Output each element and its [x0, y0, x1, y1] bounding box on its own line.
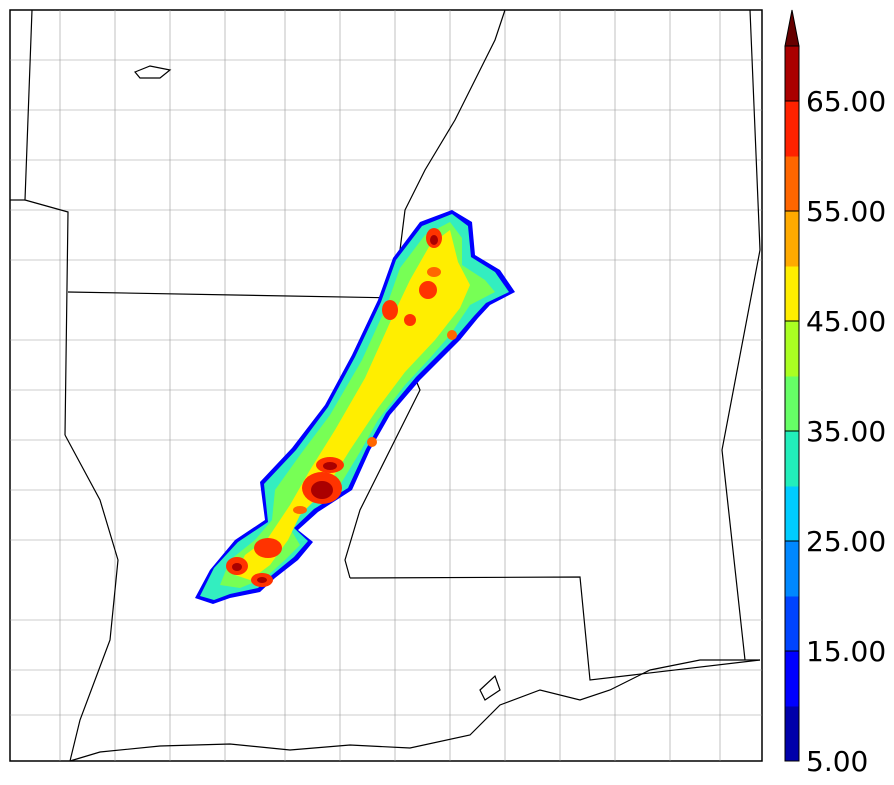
colorbar-tick-label: 15.00: [806, 635, 886, 668]
precip-swath: [195, 210, 515, 604]
colorbar-segment: [785, 211, 799, 267]
colorbar-tick-label: 25.00: [806, 525, 886, 558]
colorbar-extend-max: [784, 9, 800, 47]
colorbar-segment: [785, 651, 799, 707]
colorbar-tick-label: 5.00: [806, 745, 868, 778]
colorbar-segment: [785, 266, 799, 322]
colorbar-segment: [785, 706, 799, 762]
colorbar-segment: [785, 431, 799, 487]
colorbar-segment: [785, 596, 799, 652]
colorbar: 5.00 15.00 25.00 35.00 45.00 55.00 65.00: [784, 9, 886, 778]
colorbar-tick-label: 55.00: [806, 195, 886, 228]
storm-cores: [226, 228, 457, 587]
colorbar-segment: [785, 101, 799, 157]
colorbar-segment: [785, 541, 799, 597]
colorbar-tick-label: 65.00: [806, 85, 886, 118]
colorbar-segment: [785, 321, 799, 377]
colorbar-segment: [785, 376, 799, 432]
colorbar-segment: [785, 486, 799, 542]
colorbar-tick-label: 45.00: [806, 305, 886, 338]
colorbar-segment: [785, 156, 799, 212]
colorbar-tick-label: 35.00: [806, 415, 886, 448]
colorbar-segment: [785, 46, 799, 102]
